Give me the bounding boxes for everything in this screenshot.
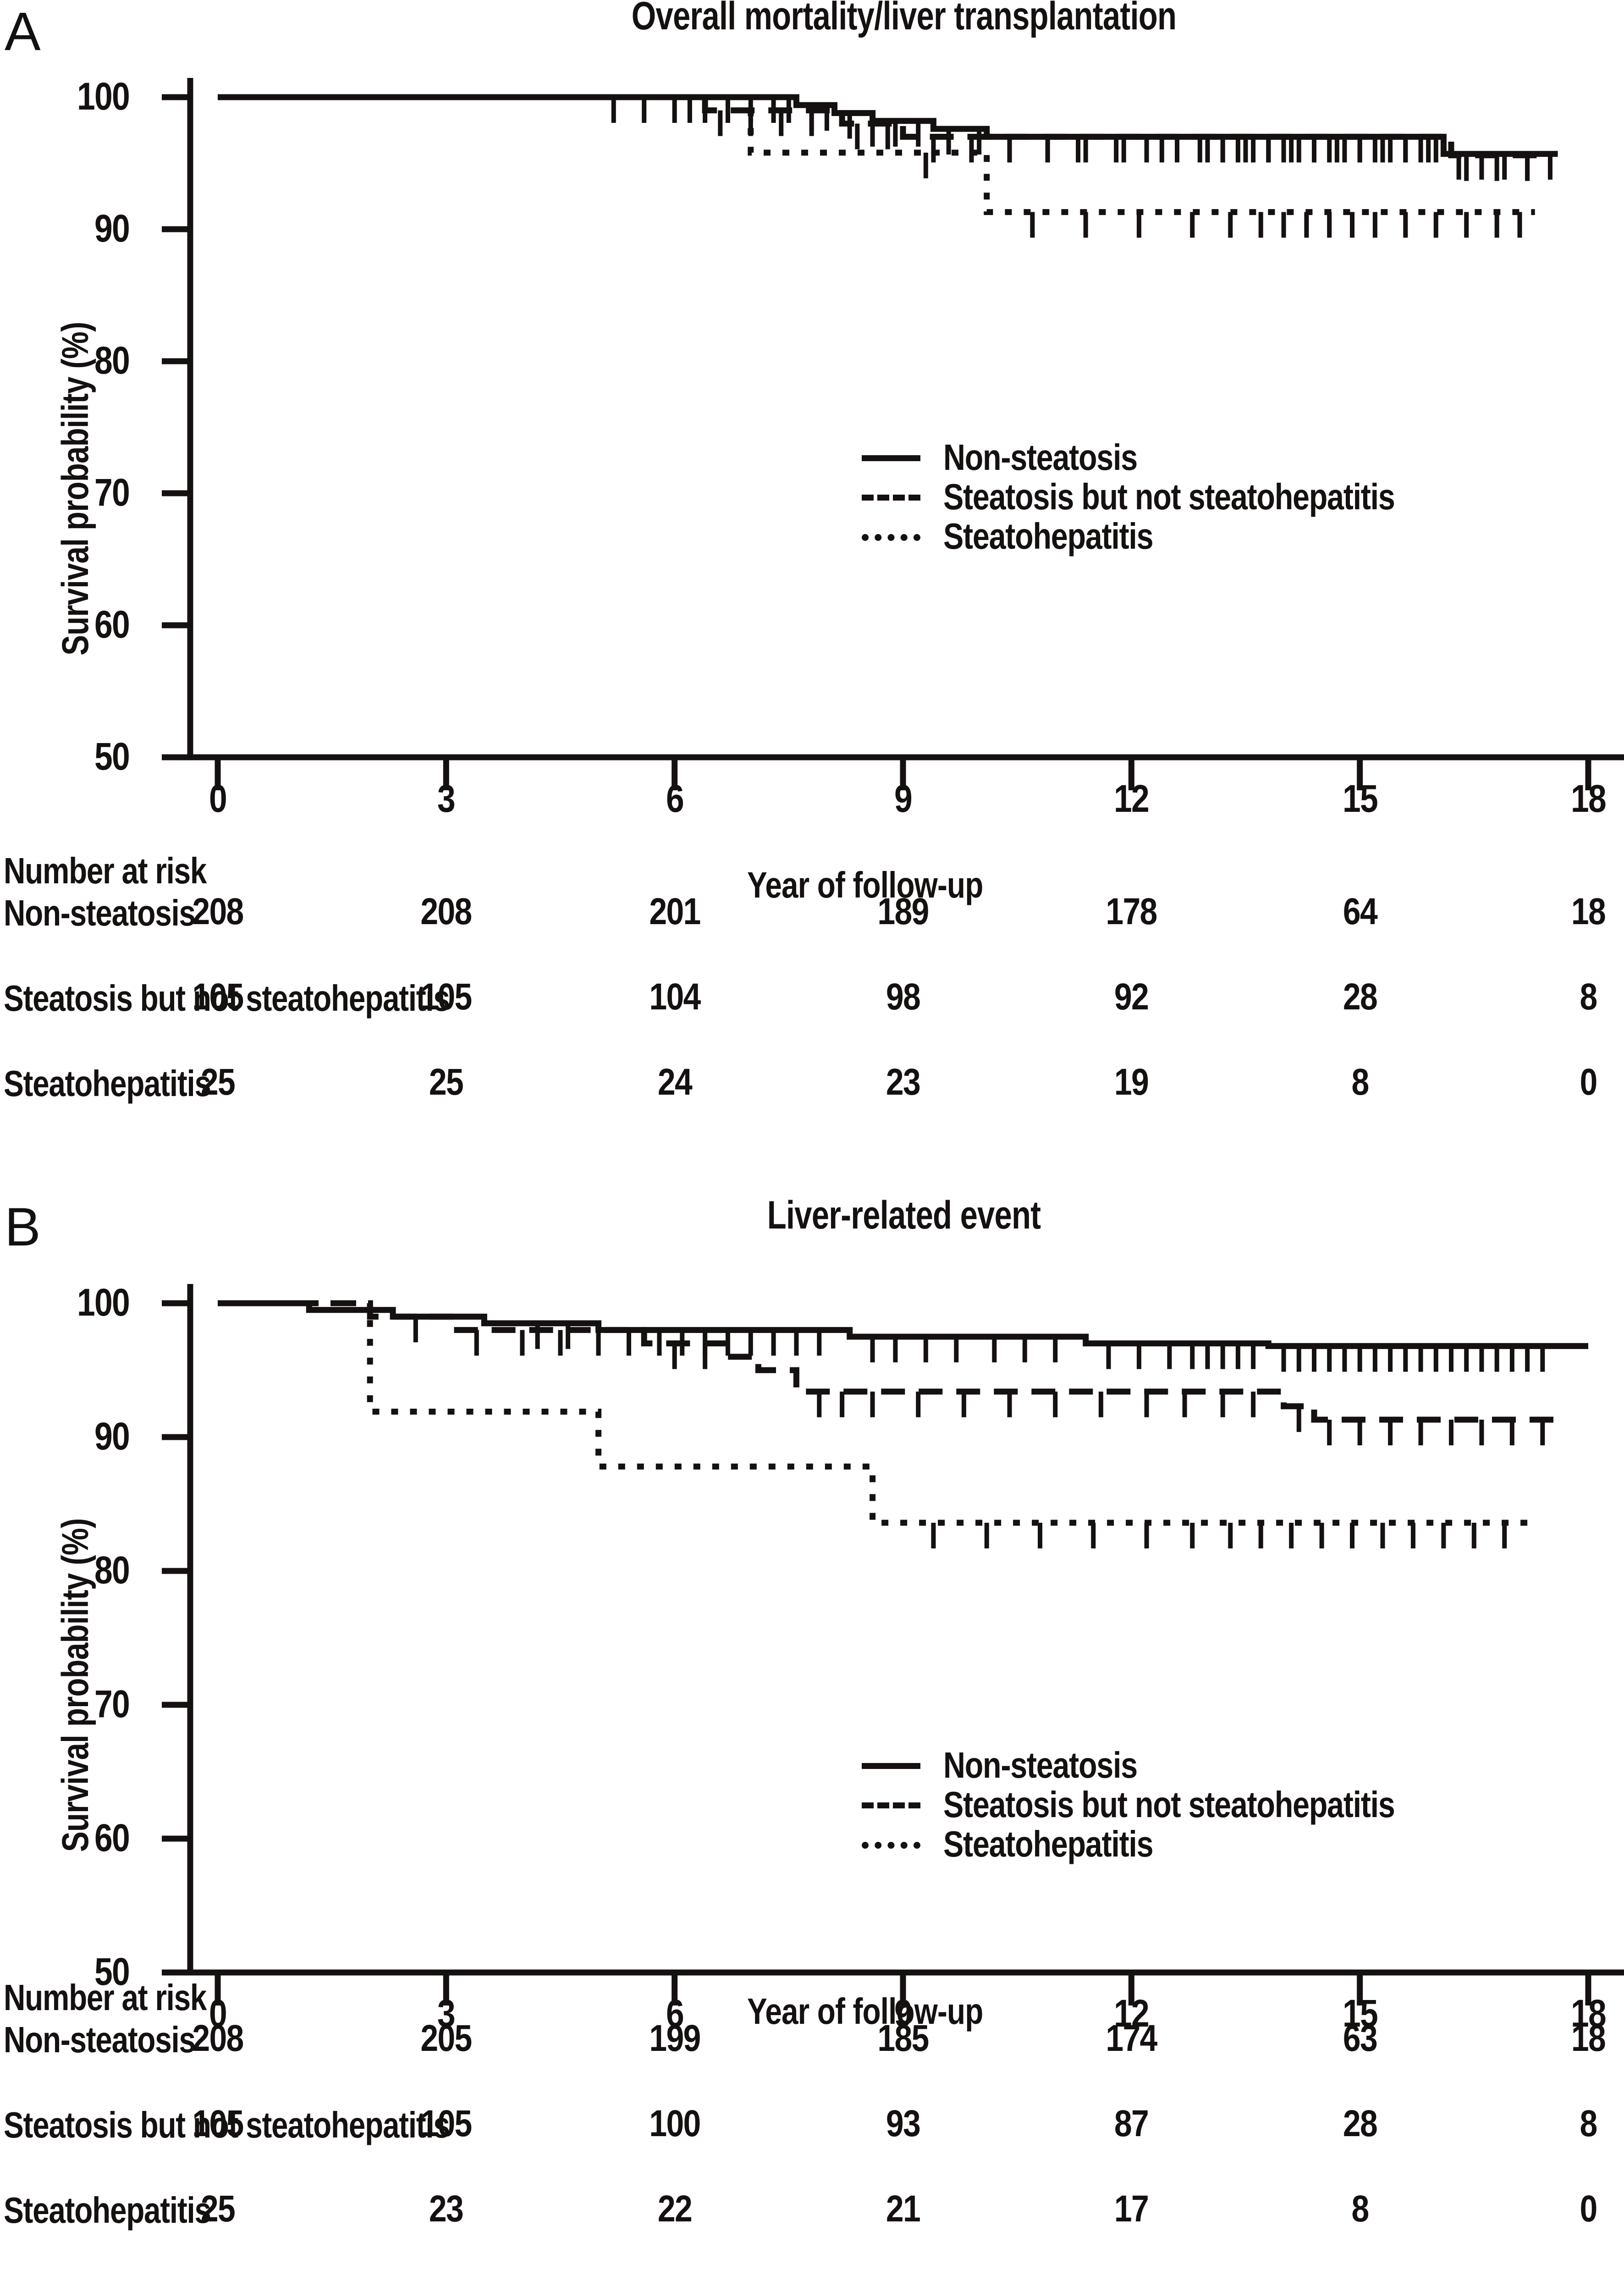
legend-label-steatohepatitis: Steatohepatitis: [943, 1824, 1154, 1864]
risk-group-label-steatosis-b: Steatosis but not steatohepatitis: [4, 2105, 450, 2145]
risk-table-value: 18: [1571, 2017, 1606, 2059]
y-tick-label: 100: [77, 1281, 130, 1324]
risk-group-label-non-steatosis-a: Non-steatosis: [4, 893, 196, 933]
x-tick-label: 18: [1570, 1992, 1607, 2035]
risk-table-value: 208: [420, 891, 473, 932]
risk-table-heading-b: Number at risk: [4, 1977, 207, 2018]
risk-table-value: 178: [1106, 891, 1158, 932]
y-tick-label: 70: [94, 1682, 130, 1725]
risk-table-value: 0: [1580, 2188, 1597, 2230]
y-tick-label: 100: [77, 75, 130, 118]
risk-table-value: 105: [420, 976, 473, 1018]
x-tick-label: 12: [1114, 1992, 1150, 2035]
legend-line-solid-icon: [862, 1763, 920, 1769]
risk-table-value: 208: [192, 891, 244, 932]
x-axis-title-b: Year of follow-up: [747, 1991, 983, 2032]
risk-table-value: 105: [192, 2103, 244, 2144]
legend-label-steatosis: Steatosis but not steatohepatitis: [943, 1784, 1395, 1825]
risk-table-value: 100: [649, 2103, 701, 2144]
x-tick-label: 6: [666, 777, 684, 820]
risk-table-value: 24: [657, 1061, 693, 1103]
risk-table-value: 23: [429, 2188, 464, 2230]
legend-line-solid-icon: [862, 455, 920, 461]
x-tick-label: 3: [437, 777, 456, 820]
panel-title-a: Overall mortality/liver transplantation: [631, 0, 1177, 38]
risk-table-value: 18: [1571, 891, 1606, 932]
x-tick-label: 18: [1570, 777, 1607, 820]
x-tick-label: 9: [894, 777, 913, 820]
risk-table-value: 105: [420, 2103, 473, 2144]
legend-line-dotted-icon: [862, 534, 920, 541]
risk-table-value: 199: [649, 2017, 701, 2059]
survival-plot-a: [162, 78, 1624, 790]
risk-table-value: 0: [1580, 1061, 1597, 1103]
x-axis-title-a: Year of follow-up: [747, 865, 983, 905]
risk-table-value: 19: [1114, 1061, 1149, 1103]
risk-table-value: 25: [200, 2188, 236, 2230]
legend-label-steatohepatitis: Steatohepatitis: [943, 516, 1154, 556]
risk-table-value: 87: [1114, 2103, 1149, 2144]
y-tick-label: 70: [94, 471, 130, 514]
panel-a: A Overall mortality/liver transplantatio…: [4, 0, 1624, 1104]
y-tick-label: 50: [94, 735, 130, 778]
x-tick-label: 12: [1114, 777, 1150, 820]
x-tick-label: 0: [209, 777, 227, 820]
risk-group-label-steatohepatitis-b: Steatohepatitis: [4, 2190, 211, 2231]
risk-table-value: 174: [1106, 2017, 1158, 2059]
x-tick-label: 15: [1342, 1992, 1378, 2035]
risk-table-value: 8: [1351, 1061, 1369, 1103]
risk-table-value: 23: [886, 1061, 921, 1103]
x-tick-label: 15: [1342, 777, 1378, 820]
risk-table-value: 93: [886, 2103, 921, 2144]
y-tick-label: 80: [94, 1548, 130, 1592]
legend-label-non-steatosis: Non-steatosis: [943, 1745, 1138, 1785]
risk-group-label-steatohepatitis-a: Steatohepatitis: [4, 1063, 211, 1104]
risk-table-value: 22: [657, 2188, 693, 2230]
legend-line-dotted-icon: [862, 1842, 920, 1849]
legend-line-dashed-icon: [862, 495, 920, 501]
risk-table-value: 63: [1343, 2017, 1378, 2059]
risk-table-value: 201: [649, 891, 701, 932]
legend-label-steatosis: Steatosis but not steatohepatitis: [943, 476, 1395, 517]
risk-table-value: 64: [1343, 891, 1378, 932]
x-tick-label: 0: [209, 1992, 227, 2035]
risk-table-value: 8: [1351, 2188, 1369, 2230]
risk-table-value: 92: [1114, 976, 1149, 1018]
panel-letter-b: B: [5, 1197, 41, 1257]
risk-table-value: 21: [886, 2188, 921, 2230]
risk-table-value: 17: [1114, 2188, 1149, 2230]
y-tick-label: 80: [94, 339, 130, 382]
risk-table-value: 98: [886, 976, 921, 1018]
survival-plot-b: [162, 1284, 1624, 2006]
risk-table-value: 104: [649, 976, 701, 1018]
risk-table-value: 8: [1580, 976, 1597, 1018]
risk-table-value: 208: [192, 2017, 244, 2059]
risk-table-value: 8: [1580, 2103, 1597, 2144]
risk-table-value: 105: [192, 976, 244, 1018]
risk-table-value: 205: [420, 2017, 473, 2059]
risk-table-value: 189: [877, 891, 929, 932]
risk-group-label-steatosis-a: Steatosis but not steatohepatitis: [4, 978, 450, 1019]
risk-table-value: 25: [200, 1061, 236, 1103]
risk-group-label-non-steatosis-b: Non-steatosis: [4, 2019, 196, 2060]
panel-letter-a: A: [5, 1, 41, 62]
risk-table-value: 28: [1343, 2103, 1378, 2144]
panel-title-b: Liver-related event: [767, 1193, 1041, 1237]
x-tick-label: 3: [437, 1992, 456, 2035]
legend-line-dashed-icon: [862, 1802, 920, 1808]
y-tick-label: 60: [94, 603, 130, 646]
y-tick-label: 90: [94, 207, 130, 250]
risk-table-value: 28: [1343, 976, 1378, 1018]
risk-table-value: 185: [877, 2017, 929, 2059]
risk-table-heading-a: Number at risk: [4, 850, 207, 891]
panel-b: B Liver-related event Survival probabili…: [0, 1174, 1624, 2292]
y-tick-label: 90: [94, 1415, 130, 1458]
y-tick-label: 50: [94, 1950, 130, 1993]
risk-table-value: 25: [429, 1061, 464, 1103]
y-tick-label: 60: [94, 1816, 130, 1859]
x-tick-label: 9: [894, 1992, 913, 2035]
x-tick-label: 6: [666, 1992, 684, 2035]
legend-label-non-steatosis: Non-steatosis: [943, 437, 1138, 478]
